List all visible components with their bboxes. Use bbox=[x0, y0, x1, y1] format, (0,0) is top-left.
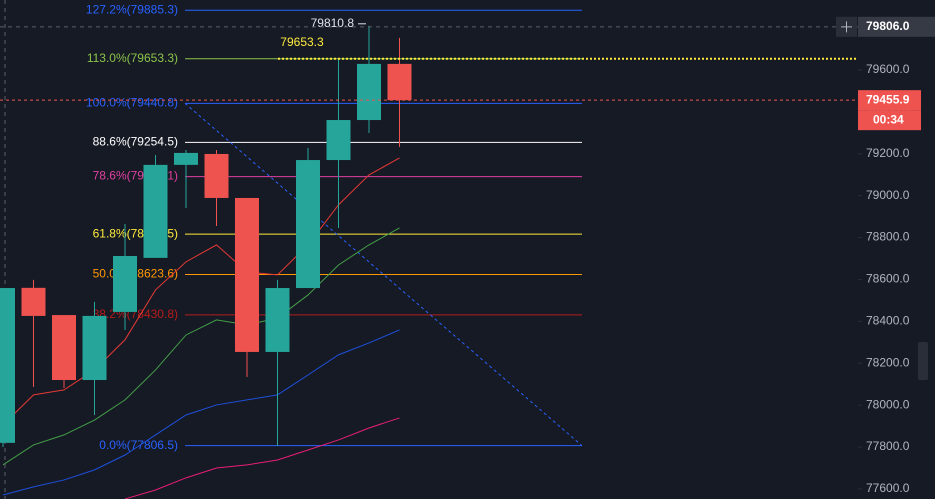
price-axis bbox=[858, 0, 935, 499]
fib-label: 100.0%(79440.8) bbox=[86, 95, 178, 109]
high-annotation: 79810.8 bbox=[311, 16, 355, 30]
y-tick-label: 77600.0 bbox=[866, 481, 910, 495]
candle-body bbox=[21, 287, 46, 316]
candle-body bbox=[357, 63, 381, 121]
ma-line bbox=[2, 329, 400, 496]
candle-body bbox=[113, 255, 137, 312]
level-annotation: 79653.3 bbox=[280, 35, 324, 49]
candle-body bbox=[204, 153, 229, 198]
fib-label: 88.6%(79254.5) bbox=[93, 135, 178, 149]
candle-body bbox=[174, 152, 198, 165]
candle-body bbox=[52, 315, 76, 381]
candle-body bbox=[235, 197, 259, 352]
countdown: 00:34 bbox=[873, 112, 904, 126]
scroll-handle[interactable] bbox=[918, 342, 928, 380]
fib-label: 113.0%(79653.3) bbox=[87, 51, 178, 65]
y-tick-label: 77800.0 bbox=[866, 439, 910, 453]
last-price-label: 79455.9 bbox=[866, 92, 910, 106]
candle-body bbox=[143, 164, 168, 258]
ma-line bbox=[124, 417, 400, 499]
candle-body bbox=[296, 160, 320, 289]
y-tick-label: 78200.0 bbox=[866, 355, 910, 369]
candle-body bbox=[326, 120, 351, 161]
crosshair-label-bg bbox=[858, 16, 935, 37]
last-price-bg bbox=[858, 90, 921, 111]
ma-line bbox=[2, 157, 400, 426]
candle-body bbox=[265, 288, 290, 352]
plus-icon bbox=[841, 21, 852, 33]
candle-body bbox=[387, 63, 412, 101]
candle-body bbox=[0, 288, 15, 443]
y-tick-label: 79200.0 bbox=[866, 146, 910, 160]
y-tick-label: 79000.0 bbox=[866, 188, 910, 202]
y-tick-label: 78400.0 bbox=[866, 314, 910, 328]
candle-body bbox=[82, 315, 107, 381]
y-tick-label: 78800.0 bbox=[866, 230, 910, 244]
fib-label: 127.2%(79885.3) bbox=[86, 2, 178, 16]
countdown-bg bbox=[858, 110, 921, 131]
fib-label: 0.0%(77806.5) bbox=[99, 438, 178, 452]
crosshair-label: 79806.0 bbox=[866, 19, 910, 33]
y-tick-label: 78600.0 bbox=[866, 272, 910, 286]
ma-line bbox=[2, 227, 400, 466]
y-tick-label: 78000.0 bbox=[866, 397, 910, 411]
y-tick-label: 79600.0 bbox=[866, 62, 910, 76]
